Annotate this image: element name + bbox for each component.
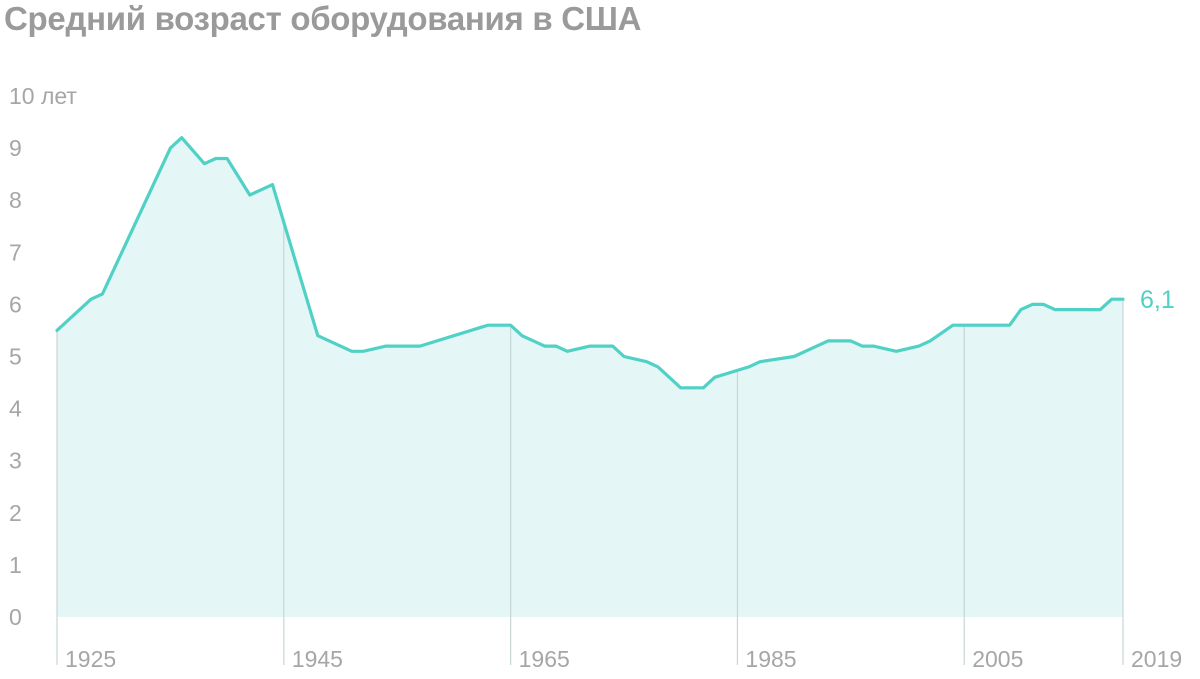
area-layer	[57, 137, 1123, 617]
y-tick-label: 8	[9, 187, 22, 213]
x-tick-label: 1925	[65, 646, 116, 672]
end-label-layer: 6,1	[1140, 286, 1175, 314]
x-tick-label: 1985	[745, 646, 796, 672]
y-tick-label: 10 лет	[9, 83, 77, 109]
y-tick-label: 1	[9, 552, 22, 578]
series-line	[55, 136, 1125, 390]
end-value-label: 6,1	[1140, 286, 1175, 314]
x-axis-ticks: 1925 1945 1965 1985 2005 2019	[65, 646, 1182, 672]
x-tick-label: 2019	[1131, 646, 1182, 672]
chart-title: Средний возраст оборудования в США	[4, 0, 642, 37]
y-tick-label: 2	[9, 500, 22, 526]
y-tick-label: 7	[9, 239, 22, 265]
area-fill	[57, 137, 1123, 617]
y-tick-label: 9	[9, 135, 22, 161]
line-layer	[55, 136, 1125, 390]
y-axis-ticks: 0 1 2 3 4 5 6 7 8 9 10 лет	[9, 83, 77, 630]
y-tick-label: 4	[9, 396, 22, 422]
y-tick-label: 3	[9, 448, 22, 474]
x-tick-label: 2005	[972, 646, 1023, 672]
x-tick-label: 1965	[519, 646, 570, 672]
y-tick-label: 5	[9, 344, 22, 370]
x-tick-label: 1945	[292, 646, 343, 672]
vertical-guides	[56, 222, 1124, 665]
y-tick-label: 6	[9, 291, 22, 317]
y-tick-label: 0	[9, 604, 22, 630]
